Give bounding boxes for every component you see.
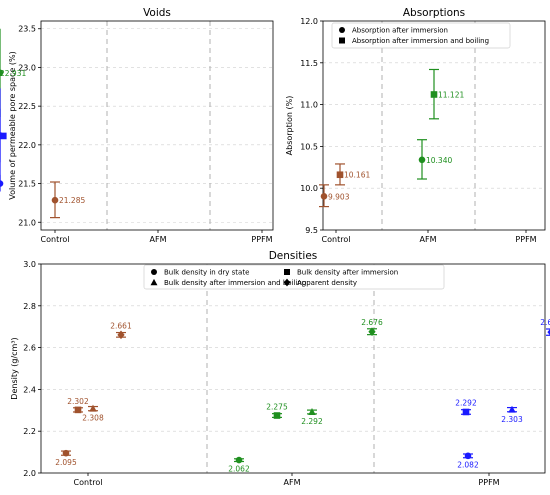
data-point <box>462 408 470 416</box>
data-label: 2.062 <box>228 465 250 474</box>
data-label: 10.340 <box>426 156 452 165</box>
plot-frame <box>322 20 546 231</box>
data-point <box>273 412 281 419</box>
plot-frame <box>40 20 274 231</box>
data-point <box>0 180 4 187</box>
data-point <box>320 193 328 200</box>
legend: Absorption after immersion Absorption aft… <box>331 22 511 49</box>
y-tick-label: 10.5 <box>300 142 318 151</box>
x-tick-label: PPFM <box>251 235 272 244</box>
y-tick-label: 10.0 <box>300 184 318 193</box>
data-label: 2.275 <box>266 403 288 412</box>
panel-title: Voids <box>143 7 171 19</box>
panel-voids: 21.0 21.5 22.0 22.5 23.0 23.5 Control AFM PPFM Vo… <box>0 7 274 244</box>
data-label: 2.308 <box>82 414 104 423</box>
data-point <box>62 449 70 457</box>
data-label: 10.161 <box>344 171 370 180</box>
legend-label: Bulk density in dry state <box>164 269 249 277</box>
x-tick-label: AFM <box>150 235 167 244</box>
data-label: 2.661 <box>110 322 132 331</box>
data-point <box>430 91 438 98</box>
legend-label: Bulk density after immersion and boiling <box>164 279 306 287</box>
data-point <box>308 408 316 415</box>
data-point <box>336 171 344 179</box>
legend-marker <box>151 269 157 275</box>
data-label: 22.931 <box>0 69 26 78</box>
legend-label: Bulk density after immersion <box>297 269 398 277</box>
data-point <box>0 132 7 140</box>
y-tick-label: 2.4 <box>23 385 36 394</box>
legend: Bulk density in dry state Bulk density af… <box>143 264 445 290</box>
x-tick-label: Control <box>74 478 103 487</box>
y-tick-label: 21.5 <box>18 180 36 189</box>
legend-label: Absorption after immersion <box>352 27 448 35</box>
plot-frame <box>40 263 546 474</box>
x-tick-label: Control <box>322 235 351 244</box>
y-tick-label: 11.0 <box>300 101 318 110</box>
y-tick-label: 22.5 <box>18 102 36 111</box>
y-tick-label: 2.0 <box>23 469 36 478</box>
data-point <box>89 404 97 412</box>
legend-marker <box>283 278 291 287</box>
panel-title: Absorptions <box>403 7 465 19</box>
data-label: 2.095 <box>55 458 77 467</box>
data-point <box>464 452 472 460</box>
data-point <box>508 405 516 413</box>
data-label: 9.903 <box>328 192 350 201</box>
legend-marker <box>284 269 290 275</box>
data-point <box>235 456 243 464</box>
legend-marker <box>150 278 158 286</box>
y-tick-label: 12.0 <box>300 17 318 26</box>
x-tick-label: PPFM <box>478 478 499 487</box>
y-tick-label: 2.6 <box>23 344 36 353</box>
legend-box <box>143 264 445 290</box>
legend-marker <box>339 37 345 44</box>
data-point <box>368 327 376 337</box>
panel-absorptions: 9.5 10.0 10.5 11.0 11.5 12.0 Control AFM PPFM Abs… <box>0 7 546 244</box>
y-axis-label: Absorption (%) <box>285 96 294 156</box>
y-tick-label: 23.0 <box>18 63 36 72</box>
data-label: 2.676 <box>361 318 383 327</box>
data-point <box>547 329 550 336</box>
y-axis-label: Volume of permeable pore space (%) <box>8 51 17 200</box>
data-label: 2.302 <box>67 397 89 406</box>
y-tick-label: 2.8 <box>23 302 36 311</box>
data-point <box>51 196 59 204</box>
x-tick-label: PPFM <box>515 235 536 244</box>
y-tick-label: 3.0 <box>23 260 36 269</box>
x-tick-label: Control <box>41 235 70 244</box>
data-label: 11.121 <box>438 90 464 99</box>
legend-box <box>331 22 511 49</box>
legend-label: Absorption after immersion and boiling <box>352 37 489 45</box>
panel-densities: 2.0 2.2 2.4 2.6 2.8 3.0 Control AFM PPFM Densitie… <box>10 250 550 487</box>
data-label: 21.285 <box>59 196 85 205</box>
x-tick-label: AFM <box>284 478 301 487</box>
y-axis-label: Density (g/cm³) <box>10 337 19 399</box>
y-tick-label: 23.5 <box>18 25 36 34</box>
data-point <box>117 330 125 340</box>
data-label: 2.303 <box>501 415 523 424</box>
y-tick-label: 9.5 <box>305 226 318 235</box>
panel-title: Densities <box>269 250 318 262</box>
legend-marker <box>339 27 345 33</box>
y-tick-label: 21.0 <box>18 218 36 227</box>
data-label: 2.292 <box>455 399 477 408</box>
data-label: 2.674 <box>540 318 550 327</box>
data-point <box>418 156 426 164</box>
y-tick-label: 22.0 <box>18 141 36 150</box>
x-tick-label: AFM <box>420 235 437 244</box>
data-point <box>74 406 82 414</box>
data-label: 2.082 <box>457 461 479 470</box>
data-label: 2.292 <box>301 417 323 426</box>
y-tick-label: 11.5 <box>300 59 318 68</box>
legend-label: Apparent density <box>297 279 357 287</box>
data-point <box>0 69 4 77</box>
y-tick-label: 2.2 <box>23 427 36 436</box>
